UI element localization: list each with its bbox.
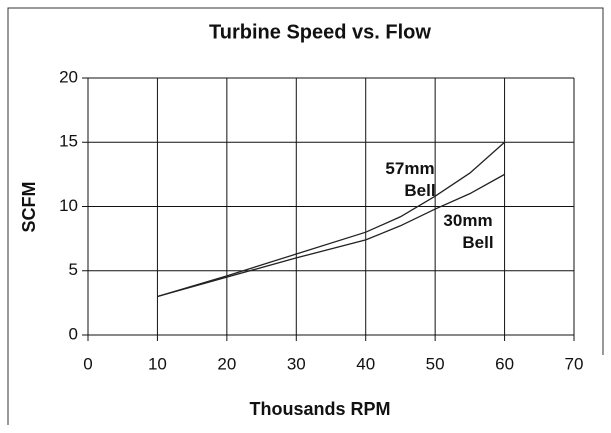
chart-title: Turbine Speed vs. Flow [209,21,431,43]
line [157,141,506,298]
y-tick-label: 5 [69,260,78,279]
frame [7,7,604,425]
x-tick-label: 70 [565,354,584,373]
x-tick-label: 30 [287,354,306,373]
x-tick-label: 50 [426,354,445,373]
y-tick-label: 10 [59,196,78,215]
series-label: 57mm Bell [385,159,435,200]
x-tick-label: 60 [495,354,514,373]
y-axis-label: SCFM [19,182,39,233]
line [157,173,505,298]
x-tick-label: 20 [217,354,236,373]
x-tick-label: 40 [356,354,375,373]
x-tick-label: 0 [83,354,92,373]
x-axis-label: Thousands RPM [249,399,390,419]
y-tick-label: 20 [59,67,78,86]
x-tick-label: 10 [148,354,167,373]
y-tick-label: 15 [59,132,78,151]
series-label: 30mm Bell [443,211,493,252]
y-tick-label: 0 [69,324,78,343]
